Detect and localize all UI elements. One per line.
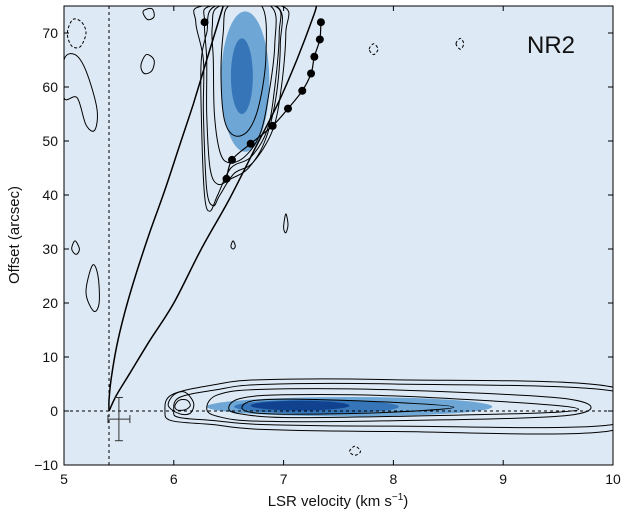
- contour-upper: [211, 6, 277, 164]
- x-axis-label: LSR velocity (km s−1): [268, 492, 409, 510]
- fit-point: [310, 52, 319, 61]
- y-axis-label: Offset (arcsec): [6, 186, 23, 284]
- fit-point: [227, 155, 236, 164]
- fit-point: [268, 121, 277, 130]
- contour-upper: [203, 6, 283, 186]
- y-tick-label: 50: [42, 133, 58, 149]
- contour-lower: [206, 388, 592, 423]
- x-axis-label-main: LSR velocity (km s: [268, 493, 392, 510]
- x-tick-label: 9: [499, 471, 507, 487]
- x-axis-ticks: 5 6 7 8 9 10: [60, 6, 621, 487]
- x-axis-label-close: ): [403, 493, 408, 510]
- panel-label: NR2: [527, 32, 575, 59]
- fit-point: [298, 86, 307, 95]
- contour-speck: [230, 240, 236, 250]
- contour-speck: [64, 53, 98, 132]
- contour-left-small: [174, 399, 191, 411]
- y-tick-label: 60: [42, 79, 58, 95]
- y-axis-ticks: −10 0 10 20 30 40 50 60 70: [34, 25, 613, 473]
- fit-point: [316, 18, 325, 27]
- x-tick-label: 10: [605, 471, 621, 487]
- fit-point: [307, 69, 316, 78]
- contour-lower: [164, 378, 613, 435]
- y-tick-label: −10: [34, 457, 58, 473]
- x-tick-label: 8: [390, 471, 398, 487]
- emission-upper-core: [230, 38, 253, 115]
- model-curves: [108, 6, 318, 412]
- y-tick-label: 20: [42, 295, 58, 311]
- contour-speck-dashed: [66, 18, 87, 49]
- contour-lower: [228, 393, 580, 419]
- x-tick-label: 6: [170, 471, 178, 487]
- x-tick-label: 5: [60, 471, 68, 487]
- contour-speck: [283, 213, 289, 234]
- emission-lower-core: [250, 400, 350, 411]
- y-tick-label: 70: [42, 25, 58, 41]
- fit-point: [315, 35, 324, 44]
- y-tick-label: 40: [42, 187, 58, 203]
- fit-points: [200, 18, 325, 183]
- contour-speck-dashed: [368, 43, 379, 56]
- y-tick-label: 0: [50, 403, 58, 419]
- fit-point: [222, 174, 231, 183]
- contour-speck-dashed: [455, 37, 465, 50]
- y-tick-label: 10: [42, 349, 58, 365]
- model-curve-outer: [108, 6, 224, 412]
- error-bar: [107, 397, 131, 442]
- contour-upper: [220, 6, 267, 137]
- contour-lower: [173, 382, 613, 429]
- contour-speck: [85, 264, 100, 313]
- contour-speck: [142, 7, 155, 21]
- contour-lower: [241, 398, 455, 415]
- contour-speck: [140, 53, 155, 75]
- plot-frame: [63, 5, 614, 466]
- reference-lines: [64, 6, 613, 465]
- fit-point: [200, 18, 209, 27]
- contour-speck: [71, 240, 80, 255]
- contour-left-small: [167, 391, 195, 416]
- y-tick-label: 30: [42, 241, 58, 257]
- x-tick-label: 7: [280, 471, 288, 487]
- contour-speck-dashed: [348, 445, 362, 456]
- model-curve-inner: [108, 6, 318, 412]
- fit-point: [283, 104, 292, 113]
- fit-line: [225, 22, 322, 179]
- fit-point: [246, 139, 255, 148]
- x-axis-label-sup: −1: [392, 492, 404, 503]
